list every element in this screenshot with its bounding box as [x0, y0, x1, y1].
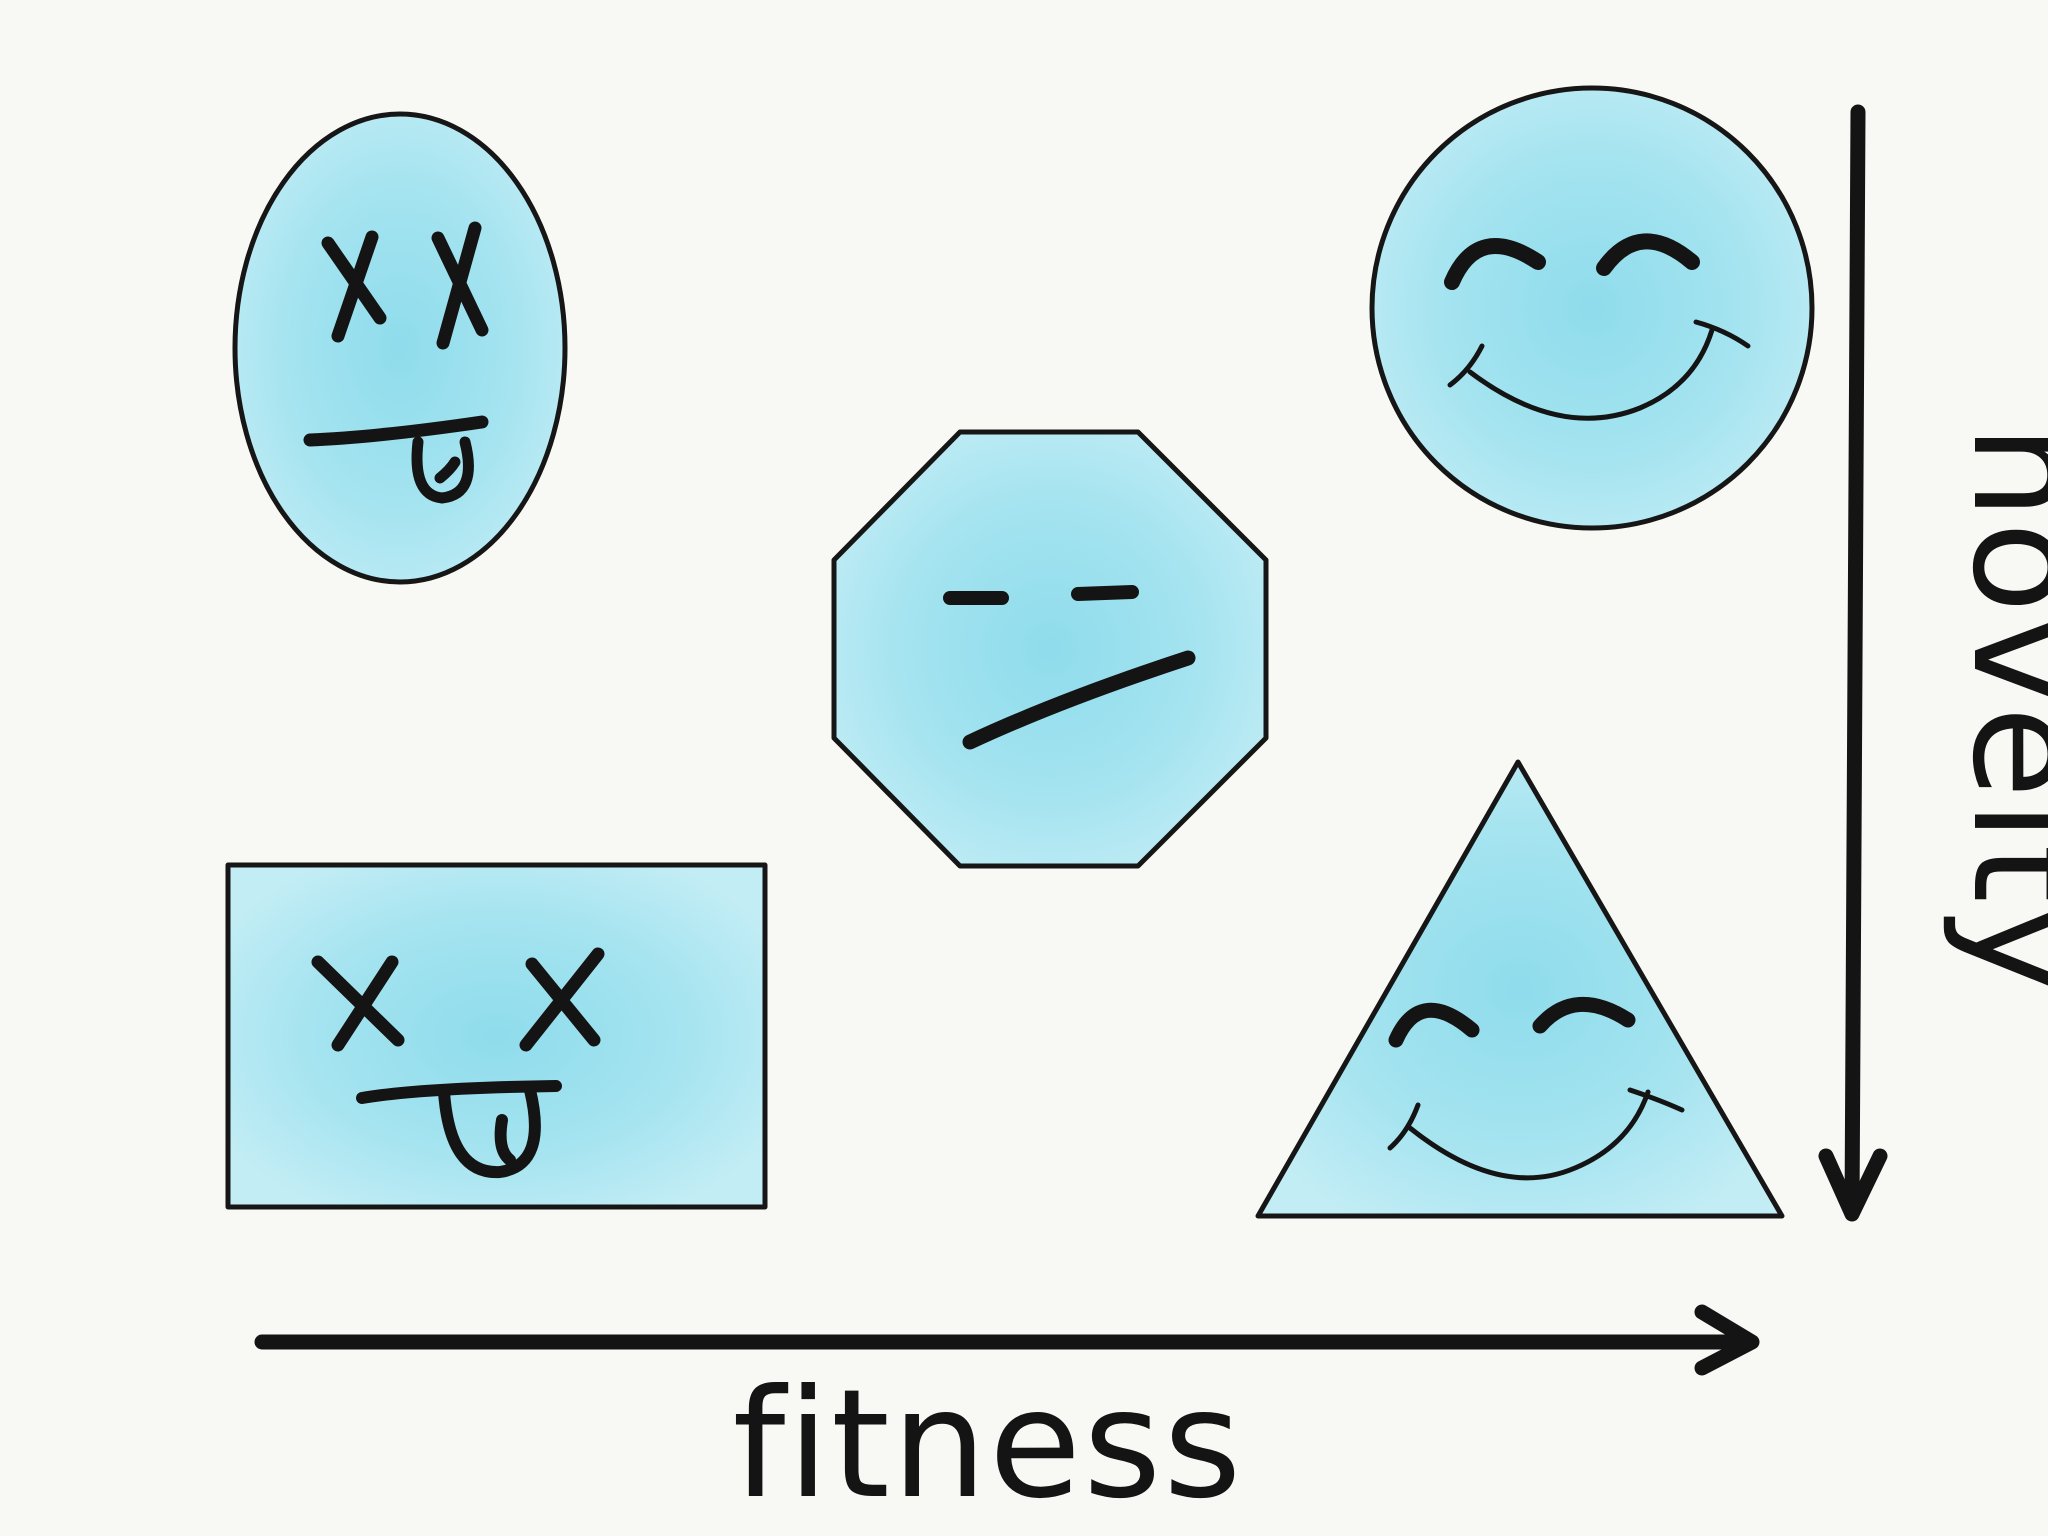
- octagon-face: [943, 585, 1196, 750]
- circle-shape: [1369, 85, 1815, 531]
- novelty-axis-label: novelty: [1939, 424, 2048, 995]
- circle-face: [1444, 233, 1751, 421]
- oval-face: [303, 221, 489, 504]
- octagon-shape: [831, 429, 1269, 869]
- fitness-axis-label: fitness: [733, 1358, 1244, 1532]
- rectangle-face: [311, 947, 605, 1179]
- triangle-shape: [1255, 759, 1785, 1219]
- fitness-axis: [254, 1304, 1760, 1376]
- oval-shape: [232, 111, 568, 585]
- novelty-axis: [1818, 104, 1888, 1222]
- novelty-axis-label-group: novelty: [1939, 424, 2048, 995]
- rectangle-shape: [225, 862, 768, 1210]
- triangle-face: [1387, 996, 1685, 1181]
